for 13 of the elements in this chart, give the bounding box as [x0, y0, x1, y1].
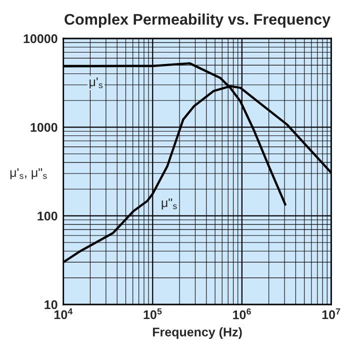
y-tick-label: 100 — [38, 212, 58, 220]
y-axis-title: μ'$_{s}$, μ"$_{s}$ — [10, 168, 47, 180]
series-label: μ'$_{s}$ — [90, 78, 103, 89]
x-axis-title: Frequency (Hz) — [152, 327, 242, 339]
series-label: μ"$_{s}$ — [162, 198, 177, 210]
chart-title: Complex Permeability vs. Frequency — [64, 14, 331, 28]
x-tick-label: 10$^{6}$ — [233, 308, 251, 320]
y-tick-label: 10 — [44, 300, 58, 310]
x-tick-label: 10$^{5}$ — [144, 308, 162, 320]
x-tick-label: 10$^{7}$ — [322, 308, 340, 320]
x-tick-label: 10$^{4}$ — [54, 308, 73, 320]
y-tick-label: 1000 — [30, 122, 58, 132]
y-tick-label: 10000 — [24, 34, 58, 44]
